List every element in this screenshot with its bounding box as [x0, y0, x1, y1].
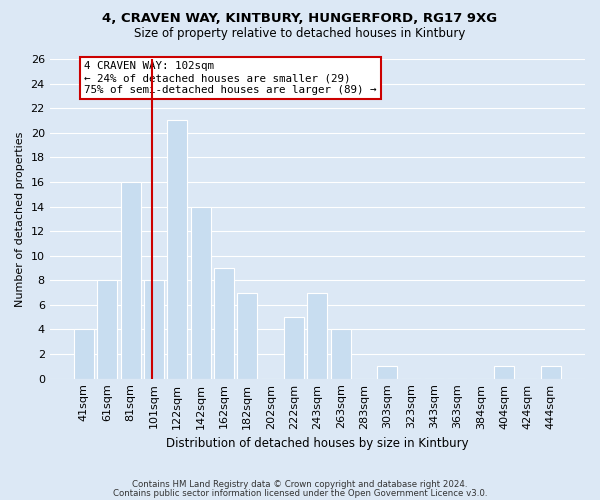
Bar: [377, 366, 397, 378]
Bar: [121, 182, 140, 378]
Bar: [191, 206, 211, 378]
Bar: [97, 280, 117, 378]
Text: Contains HM Land Registry data © Crown copyright and database right 2024.: Contains HM Land Registry data © Crown c…: [132, 480, 468, 489]
Bar: [238, 292, 257, 378]
Text: Size of property relative to detached houses in Kintbury: Size of property relative to detached ho…: [134, 28, 466, 40]
X-axis label: Distribution of detached houses by size in Kintbury: Distribution of detached houses by size …: [166, 437, 469, 450]
Bar: [307, 292, 327, 378]
Bar: [331, 330, 350, 378]
Bar: [74, 330, 94, 378]
Bar: [214, 268, 234, 378]
Text: 4 CRAVEN WAY: 102sqm
← 24% of detached houses are smaller (29)
75% of semi-detac: 4 CRAVEN WAY: 102sqm ← 24% of detached h…: [84, 62, 377, 94]
Y-axis label: Number of detached properties: Number of detached properties: [15, 131, 25, 306]
Bar: [494, 366, 514, 378]
Text: 4, CRAVEN WAY, KINTBURY, HUNGERFORD, RG17 9XG: 4, CRAVEN WAY, KINTBURY, HUNGERFORD, RG1…: [103, 12, 497, 26]
Bar: [541, 366, 560, 378]
Bar: [167, 120, 187, 378]
Bar: [144, 280, 164, 378]
Bar: [284, 317, 304, 378]
Text: Contains public sector information licensed under the Open Government Licence v3: Contains public sector information licen…: [113, 488, 487, 498]
